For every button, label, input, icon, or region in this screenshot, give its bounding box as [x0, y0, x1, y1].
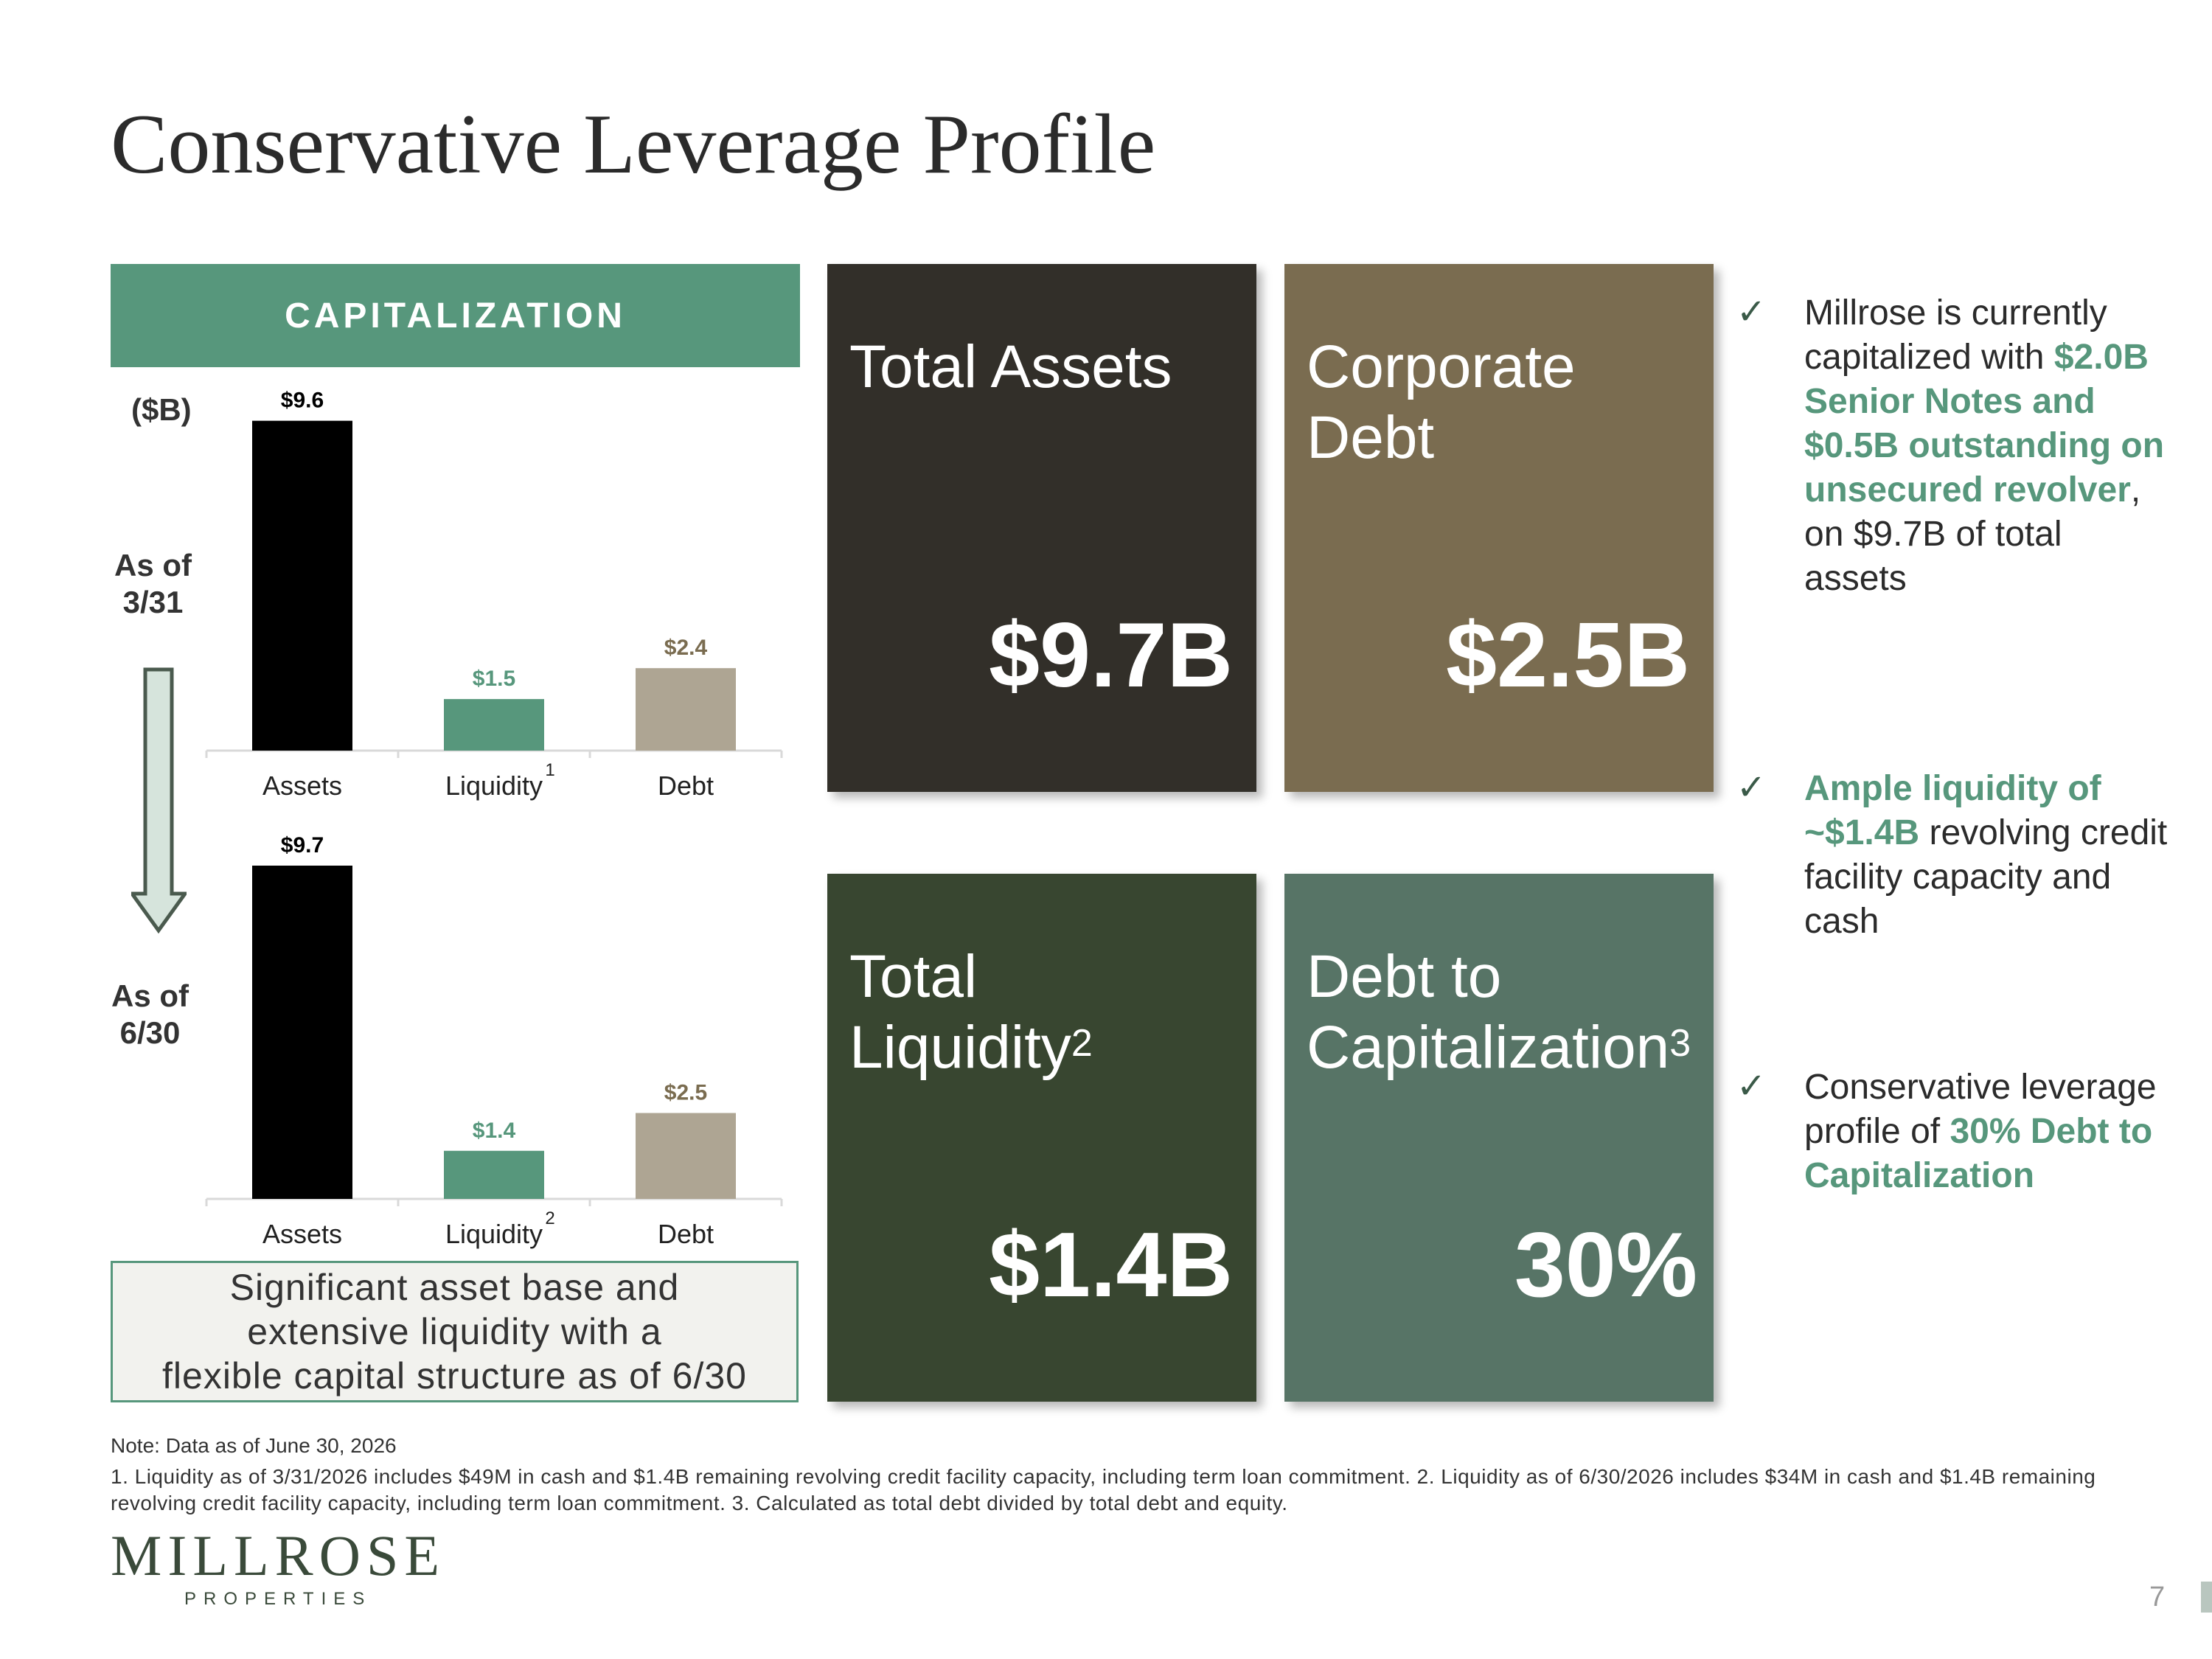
summary-callout: Significant asset base and extensive liq… — [111, 1261, 799, 1402]
category-label: Assets — [262, 771, 342, 801]
company-logo: MILLROSE — [111, 1523, 445, 1587]
checkmark-icon: ✓ — [1736, 291, 1767, 333]
tile-value: $9.7B — [989, 605, 1233, 706]
company-logo-subtitle: PROPERTIES — [184, 1589, 372, 1609]
down-arrow-icon — [131, 667, 187, 934]
category-label: Assets — [262, 1219, 342, 1249]
bar-debt — [636, 668, 736, 751]
category-label: Liquidity — [445, 771, 543, 801]
total-assets-tile: Total Assets $9.7B — [827, 264, 1256, 792]
bar-value-label: $2.4 — [664, 636, 708, 660]
tile-value: $1.4B — [989, 1214, 1233, 1316]
checkmark-icon: ✓ — [1736, 767, 1767, 808]
bar-value-label: $1.4 — [473, 1119, 516, 1143]
category-footnote: 2 — [545, 1208, 554, 1228]
unit-label: ($B) — [131, 392, 192, 427]
page-number: 7 — [2149, 1582, 2166, 1613]
period2-label: As of 6/30 — [111, 978, 189, 1050]
bar-assets — [252, 420, 352, 751]
capitalization-chart-6-30: $9.7 Assets $1.4 Liquidity2 $2.5 Debt — [205, 833, 783, 1249]
debt-to-capitalization-tile: Debt to Capitalization3 30% — [1284, 874, 1714, 1402]
period1-label: As of 3/31 — [114, 548, 192, 619]
category-label: Debt — [658, 771, 714, 801]
bar-value-label: $1.5 — [473, 667, 515, 691]
page-tab-marker — [2201, 1582, 2212, 1613]
tile-label: Total Assets — [849, 333, 1172, 400]
bar-debt — [636, 1113, 736, 1199]
corporate-debt-tile: Corporate Debt $2.5B — [1284, 264, 1714, 792]
category-footnote: 1 — [545, 760, 554, 780]
tile-label: Total Liquidity2 — [849, 943, 1093, 1081]
tile-label: Corporate Debt — [1307, 333, 1576, 471]
tile-value: 30% — [1514, 1214, 1697, 1316]
tile-label: Debt to Capitalization3 — [1307, 943, 1691, 1081]
tile-value: $2.5B — [1446, 605, 1690, 706]
category-label: Liquidity — [445, 1219, 543, 1249]
page-title: Conservative Leverage Profile — [111, 97, 1156, 192]
bar-value-label: $2.5 — [664, 1081, 707, 1105]
bar-liquidity — [444, 699, 544, 751]
bar-liquidity — [444, 1150, 544, 1199]
bar-assets — [252, 866, 352, 1199]
capitalization-header: CAPITALIZATION — [111, 264, 800, 367]
bar-value-label: $9.6 — [281, 389, 324, 413]
total-liquidity-tile: Total Liquidity2 $1.4B — [827, 874, 1256, 1402]
data-note: Note: Data as of June 30, 2026 — [111, 1434, 397, 1457]
footnotes: 1. Liquidity as of 3/31/2026 includes $4… — [111, 1465, 2096, 1514]
bar-value-label: $9.7 — [281, 833, 324, 858]
category-label: Debt — [658, 1219, 714, 1249]
checkmark-icon: ✓ — [1736, 1065, 1767, 1107]
